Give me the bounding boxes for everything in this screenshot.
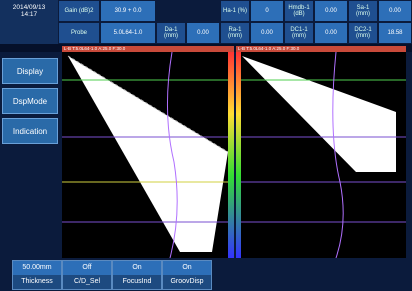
gain-value[interactable]: 30.9 + 0.0 <box>100 0 156 22</box>
button-label: Thickness <box>13 275 61 289</box>
menu-item[interactable]: DspMode <box>2 88 58 114</box>
measure-label: DC2-1 (mm) <box>348 22 378 44</box>
menu-item[interactable]: Indication <box>2 118 58 144</box>
measure-value: 0.00 <box>250 22 284 44</box>
measure-value: 0.00 <box>186 22 220 44</box>
time: 14:17 <box>0 11 58 18</box>
clock-box: 2014/09/13 14:17 <box>0 0 58 44</box>
measure-value: 0.00 <box>378 0 412 22</box>
button-value: On <box>113 261 161 275</box>
measure-value: 0.00 <box>314 0 348 22</box>
panel-left: L-B T:5.0L64-1.0 A:25.0 F:30.0 <box>62 46 234 258</box>
scan-view <box>62 52 234 258</box>
measure-label: Hmdb-1 (dB) <box>284 0 314 22</box>
measure-value: 18.58 <box>378 22 412 44</box>
screen: 2014/09/13 14:17 Gain (dB)2 30.9 + 0.0 P… <box>0 0 412 291</box>
gain-label: Gain (dB)2 <box>58 0 100 22</box>
panel-right: L-B T:5.0L64-1.0 A:25.0 F:30.0 <box>236 46 406 258</box>
measure-label: Ha-1 (%) <box>220 0 250 22</box>
scan-view <box>236 52 406 258</box>
measure-value: 0 <box>250 0 284 22</box>
button-value: 50.00mm <box>13 261 61 275</box>
probe-label: Probe <box>58 22 100 44</box>
date: 2014/09/13 <box>0 4 58 11</box>
button-value: Off <box>63 261 111 275</box>
measure-label: DC1-1 (mm) <box>284 22 314 44</box>
button-value: On <box>163 261 211 275</box>
probe-value[interactable]: 5.0L64-1.0 <box>100 22 156 44</box>
measure-label: Ra-1 (mm) <box>220 22 250 44</box>
button-label: FocusInd <box>113 275 161 289</box>
measure-label: Da-1 (mm) <box>156 22 186 44</box>
menu-item[interactable]: Display <box>2 58 58 84</box>
button-label: GroovDisp <box>163 275 211 289</box>
button-label: C/D_Sel <box>63 275 111 289</box>
measure-value: 0.00 <box>314 22 348 44</box>
measure-label: Sa-1 (mm) <box>348 0 378 22</box>
